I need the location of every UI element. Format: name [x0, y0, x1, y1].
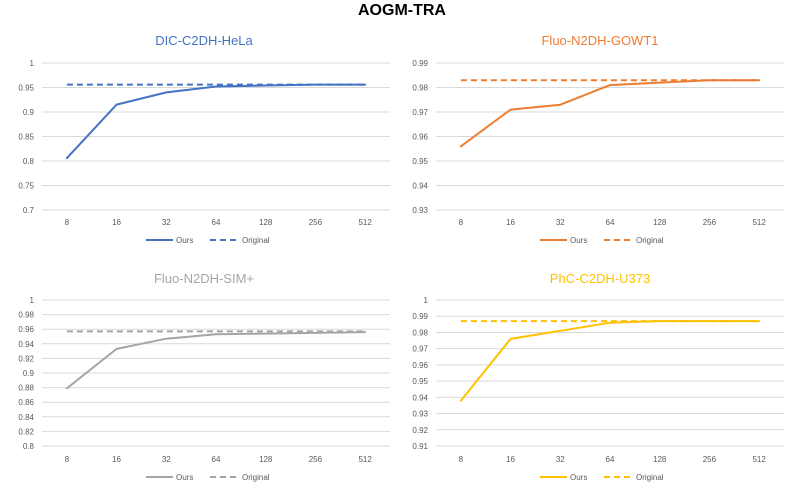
y-tick-label: 0.94 [412, 182, 428, 191]
y-tick-label: 0.95 [412, 377, 428, 386]
y-tick-label: 0.88 [18, 384, 34, 393]
series-line-ours [65, 83, 367, 160]
x-tick-label: 512 [358, 218, 372, 227]
y-tick-label: 0.99 [412, 312, 428, 321]
y-tick-label: 0.93 [412, 206, 428, 215]
y-tick-label: 0.9 [23, 108, 35, 117]
x-tick-label: 256 [703, 455, 717, 464]
y-tick-label: 0.96 [412, 361, 428, 370]
x-tick-label: 64 [606, 455, 615, 464]
chart-title: PhC-C2DH-U373 [550, 271, 650, 286]
y-tick-label: 0.98 [18, 311, 34, 320]
series-line-ours [459, 320, 761, 402]
y-tick-label: 0.85 [18, 133, 34, 142]
x-tick-label: 8 [65, 455, 70, 464]
x-tick-label: 32 [556, 455, 565, 464]
legend-label-original: Original [636, 236, 664, 245]
y-tick-label: 0.8 [23, 442, 35, 451]
x-tick-label: 64 [606, 218, 615, 227]
x-tick-label: 512 [752, 218, 766, 227]
legend-label-original: Original [242, 473, 270, 482]
x-tick-label: 16 [506, 455, 515, 464]
y-tick-label: 0.98 [412, 328, 428, 337]
x-tick-label: 16 [112, 218, 121, 227]
x-tick-label: 128 [259, 455, 273, 464]
y-tick-label: 0.86 [18, 398, 34, 407]
x-tick-label: 256 [309, 218, 323, 227]
x-tick-label: 32 [556, 218, 565, 227]
y-tick-label: 0.97 [412, 108, 428, 117]
y-tick-label: 0.93 [412, 410, 428, 419]
y-tick-label: 0.94 [412, 393, 428, 402]
x-tick-label: 128 [259, 218, 273, 227]
legend-label-ours: Ours [570, 473, 587, 482]
y-tick-label: 0.96 [18, 325, 34, 334]
chart-title: Fluo-N2DH-GOWT1 [541, 33, 658, 48]
y-tick-label: 0.75 [18, 182, 34, 191]
x-tick-label: 512 [752, 455, 766, 464]
series-line-ours [65, 331, 367, 390]
y-tick-label: 0.7 [23, 206, 35, 215]
x-tick-label: 16 [112, 455, 121, 464]
y-tick-label: 1 [424, 296, 429, 305]
y-tick-label: 1 [30, 59, 35, 68]
legend-label-ours: Ours [176, 473, 193, 482]
y-tick-label: 0.96 [412, 133, 428, 142]
x-tick-label: 8 [459, 218, 464, 227]
y-tick-label: 0.92 [412, 426, 428, 435]
x-tick-label: 256 [703, 218, 717, 227]
y-tick-label: 0.9 [23, 369, 35, 378]
x-tick-label: 16 [506, 218, 515, 227]
y-tick-label: 0.92 [18, 354, 34, 363]
y-tick-label: 0.95 [18, 84, 34, 93]
x-tick-label: 256 [309, 455, 323, 464]
y-tick-label: 0.95 [412, 157, 428, 166]
y-tick-label: 0.99 [412, 59, 428, 68]
legend-label-ours: Ours [570, 236, 587, 245]
x-tick-label: 128 [653, 218, 667, 227]
y-tick-label: 0.91 [412, 442, 428, 451]
legend-label-original: Original [636, 473, 664, 482]
chart-title: Fluo-N2DH-SIM+ [154, 271, 254, 286]
y-tick-label: 0.98 [412, 84, 428, 93]
series-line-ours [459, 79, 761, 148]
y-tick-label: 0.94 [18, 340, 34, 349]
y-tick-label: 1 [30, 296, 35, 305]
chart-title: DIC-C2DH-HeLa [155, 33, 253, 48]
legend-label-original: Original [242, 236, 270, 245]
y-tick-label: 0.8 [23, 157, 35, 166]
x-tick-label: 64 [212, 218, 221, 227]
x-tick-label: 8 [459, 455, 464, 464]
x-tick-label: 128 [653, 455, 667, 464]
x-tick-label: 8 [65, 218, 70, 227]
y-tick-label: 0.84 [18, 413, 34, 422]
x-tick-label: 512 [358, 455, 372, 464]
main-title: AOGM-TRA [358, 2, 446, 19]
y-tick-label: 0.82 [18, 427, 34, 436]
legend-label-ours: Ours [176, 236, 193, 245]
x-tick-label: 32 [162, 455, 171, 464]
x-tick-label: 32 [162, 218, 171, 227]
x-tick-label: 64 [212, 455, 221, 464]
y-tick-label: 0.97 [412, 345, 428, 354]
